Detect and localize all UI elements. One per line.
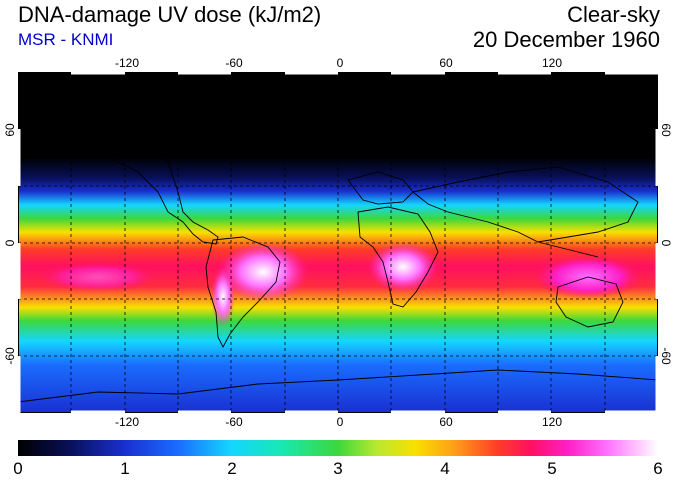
colorbar-label: 5 xyxy=(547,459,557,478)
lat-tick-right-label: 0 xyxy=(659,239,673,247)
lon-tick-bottom-label: 0 xyxy=(336,415,344,429)
lon-tick-bottom-label: -60 xyxy=(225,415,243,429)
frame-ticks xyxy=(18,72,658,413)
graticule xyxy=(18,72,658,413)
colorbar-label: 6 xyxy=(653,459,663,478)
source-label: MSR - KNMI xyxy=(18,30,114,49)
andes-hotspot xyxy=(211,267,235,327)
lon-tick-top-label: -120 xyxy=(114,56,140,70)
colorbar-label: 4 xyxy=(440,459,450,478)
lat-tick-right-label: 60 xyxy=(659,123,673,137)
colorbar-label: 0 xyxy=(13,459,23,478)
lon-tick-top-label: 60 xyxy=(439,56,453,70)
colorbar-label: 1 xyxy=(120,459,130,478)
lon-tick-top-label: 0 xyxy=(336,56,344,70)
pacific-hotspot xyxy=(38,262,158,292)
lon-tick-top-label: 120 xyxy=(541,56,563,70)
date-label: 20 December 1960 xyxy=(472,27,660,52)
africa-hotspot xyxy=(368,242,438,292)
colorbar xyxy=(18,440,658,456)
uv-dose-map xyxy=(18,72,658,413)
south-america-hotspot xyxy=(218,242,308,302)
colorbar-label: 3 xyxy=(333,459,343,478)
lat-tick-left-label: -60 xyxy=(3,347,17,365)
lat-tick-left-label: 0 xyxy=(3,239,17,247)
lon-tick-top-label: -60 xyxy=(225,56,243,70)
lon-tick-bottom-label: -120 xyxy=(114,415,140,429)
sky-condition-label: Clear-sky xyxy=(567,2,660,27)
map-svg xyxy=(18,72,658,413)
lat-tick-right-label: -60 xyxy=(659,347,673,365)
colorbar-label: 2 xyxy=(227,459,237,478)
lat-tick-left-label: 60 xyxy=(3,123,17,137)
map-title: DNA-damage UV dose (kJ/m2) xyxy=(18,2,322,27)
lon-tick-bottom-label: 60 xyxy=(439,415,453,429)
lon-tick-bottom-label: 120 xyxy=(541,415,563,429)
